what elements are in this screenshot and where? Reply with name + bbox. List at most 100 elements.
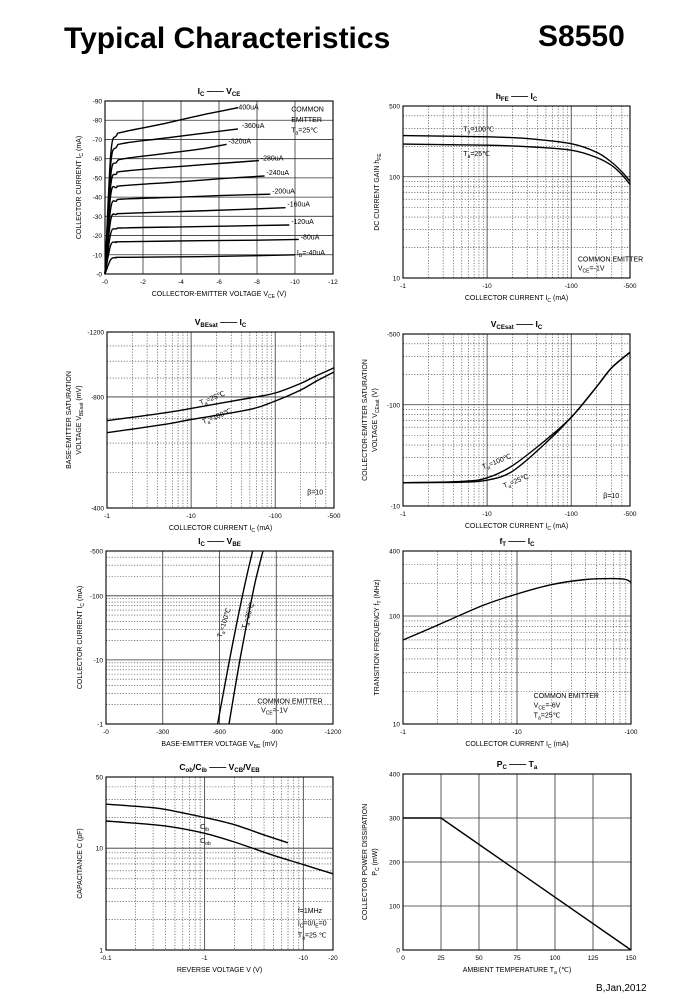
x-tick-label: -500 xyxy=(327,513,340,520)
x-tick-label: 125 xyxy=(588,955,599,962)
series-line xyxy=(402,351,631,484)
plot-frame xyxy=(106,331,335,509)
annotation-text: IC=0/IE=0 xyxy=(298,920,327,929)
x-tick-label: -10 xyxy=(512,729,522,736)
x-tick-label: -1 xyxy=(400,283,406,290)
y-axis-label: COLLECTOR CURRENT IC (mA) xyxy=(77,586,86,689)
y-tick-label: -0 xyxy=(96,272,102,279)
x-tick-label: -10 xyxy=(299,955,309,962)
series-label: -160uA xyxy=(287,202,310,209)
y-tick-label: -50 xyxy=(93,175,103,182)
y-tick-label: 10 xyxy=(393,276,401,283)
y-tick-label: 100 xyxy=(389,904,400,911)
y-tick-label: 300 xyxy=(389,816,400,823)
series-line xyxy=(402,351,631,484)
series-label: Ta=25℃ xyxy=(502,473,530,491)
series-line xyxy=(402,134,631,182)
annotation-text: VCE=-6V xyxy=(534,703,561,712)
series-line xyxy=(105,820,334,875)
annotation-text: β=10 xyxy=(603,493,619,500)
series-line xyxy=(104,128,239,275)
y-tick-label: 10 xyxy=(96,846,104,853)
y-axis-label-line2: VOLTAGE VBEsat (mV) xyxy=(76,385,85,454)
y-tick-label: 10 xyxy=(393,722,401,729)
x-tick-label: -10 xyxy=(482,511,492,518)
y-tick-label: 50 xyxy=(96,775,104,782)
chart-title: IC —— VBE xyxy=(198,536,241,548)
annotation-text: Ta=25℃ xyxy=(534,712,561,721)
plot-frame xyxy=(105,776,334,951)
series-label: -200uA xyxy=(272,188,295,195)
y-tick-label: 100 xyxy=(389,174,400,181)
chart-title: VBEsat —— IC xyxy=(195,317,247,329)
y-axis-label-line2: VOLTAGE VCEsat (V) xyxy=(372,388,381,452)
series-line xyxy=(104,175,265,275)
x-axis-label: AMBIENT TEMPERATURE Ta (℃) xyxy=(463,967,572,976)
x-tick-label: 150 xyxy=(626,955,637,962)
series-line xyxy=(104,107,239,275)
y-tick-label: -80 xyxy=(93,118,103,125)
series-line xyxy=(106,367,335,422)
y-tick-label: -100 xyxy=(387,402,400,409)
x-axis-label: BASE-EMITTER VOLTAGE VBE (mV) xyxy=(161,741,277,750)
y-tick-label: 0 xyxy=(396,948,400,955)
series-label: -280uA xyxy=(261,156,284,163)
revision-footer: B,Jan,2012 xyxy=(596,983,647,994)
series-line xyxy=(104,224,290,275)
x-tick-label: -100 xyxy=(565,511,578,518)
series-label: -240uA xyxy=(267,170,290,177)
chart-cob-vcb: -0.1 -1 -10 -20 1 10 50 Cob/Cib —— VCB/VEB REVER… xyxy=(77,762,338,974)
x-tick-label: -100 xyxy=(565,283,578,290)
x-tick-label: 100 xyxy=(550,955,561,962)
chart-vbesat-ic: -1 -10 -100 -500 -400 -800 -1200 VBEsat —— IC CO… xyxy=(66,317,341,534)
y-axis-label: COLLECTOR POWER DISSIPATION xyxy=(362,804,369,920)
series-label: -80uA xyxy=(301,234,320,241)
x-tick-label: -100 xyxy=(624,729,637,736)
series-line xyxy=(216,550,254,725)
series-line xyxy=(106,371,335,434)
y-tick-label: -1 xyxy=(97,722,103,729)
y-tick-label: -500 xyxy=(387,332,400,339)
y-axis-label-line2: PC (mW) xyxy=(372,848,381,875)
series-line xyxy=(104,254,296,275)
y-tick-label: -90 xyxy=(93,99,103,106)
annotation-text: COMMON xyxy=(291,107,324,114)
series-label: Cib xyxy=(200,824,209,833)
x-tick-label: -100 xyxy=(269,513,282,520)
x-tick-label: -500 xyxy=(623,283,636,290)
x-axis-label: COLLECTOR CURRENT IC (mA) xyxy=(465,523,568,532)
x-tick-label: -0 xyxy=(103,729,109,736)
series-label: Ta=25℃ xyxy=(463,151,490,160)
series-label: -320uA xyxy=(229,138,252,145)
series-line xyxy=(403,817,632,951)
annotation-text: COMMON EMITTER xyxy=(257,698,322,705)
y-axis-label: COLLECTOR CURRENT IC (mA) xyxy=(76,136,85,239)
chart-ic-vbe: -0 -300 -600 -900 -1200 -1 -10 -100 -500 IC —— VB… xyxy=(77,536,342,750)
series-label: Cob xyxy=(200,838,211,847)
chart-title: IC —— VCE xyxy=(198,86,241,98)
x-tick-label: 50 xyxy=(475,955,483,962)
x-tick-label: -1 xyxy=(202,955,208,962)
series-line xyxy=(104,143,227,275)
y-tick-label: -60 xyxy=(93,156,103,163)
annotation-text: Ta=25 ℃ xyxy=(298,932,327,941)
y-tick-label: -1200 xyxy=(87,330,104,337)
series-line xyxy=(105,803,289,844)
x-tick-label: -4 xyxy=(178,279,184,286)
x-axis-label: COLLECTOR CURRENT IC (mA) xyxy=(465,295,568,304)
y-tick-label: -500 xyxy=(90,549,103,556)
plot-frame xyxy=(105,550,334,725)
annotation-text: VCE=-1V xyxy=(261,708,288,717)
x-tick-label: -10 xyxy=(186,513,196,520)
x-tick-label: -1 xyxy=(400,511,406,518)
y-tick-label: -40 xyxy=(93,195,103,202)
y-tick-label: -10 xyxy=(391,504,401,511)
series-label: Ta=100℃ xyxy=(481,453,513,473)
x-tick-label: -10 xyxy=(482,283,492,290)
x-axis-label: COLLECTOR CURRENT IC (mA) xyxy=(465,741,568,750)
x-tick-label: -2 xyxy=(140,279,146,286)
chart-title: hFE —— IC xyxy=(496,91,538,103)
x-tick-label: -1 xyxy=(104,513,110,520)
y-tick-label: 200 xyxy=(389,860,400,867)
